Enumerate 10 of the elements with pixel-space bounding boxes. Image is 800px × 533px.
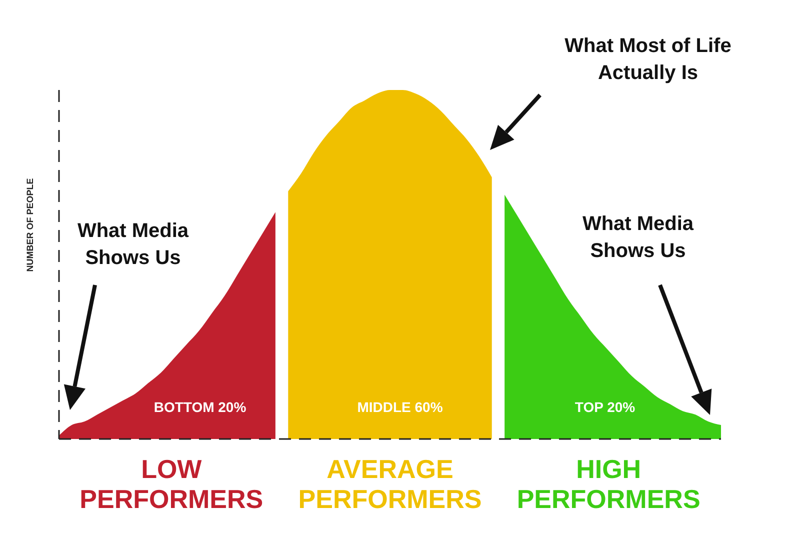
annotation: What Media Shows Us [582,213,694,262]
series-label: AVERAGE PERFORMERS [298,454,482,514]
series-label: LOW PERFORMERS [80,454,264,514]
series-label: HIGH PERFORMERS [516,454,700,514]
annotation: MIDDLE 60% [357,399,444,415]
annotation: TOP 20% [574,399,636,415]
text: What Most of Life Actually Is [564,35,732,84]
annotation: What Media Shows Us [77,220,190,269]
y-axis-title: NUMBER OF PEOPLE [25,178,35,272]
annotation: BOTTOM 20% [154,399,247,415]
